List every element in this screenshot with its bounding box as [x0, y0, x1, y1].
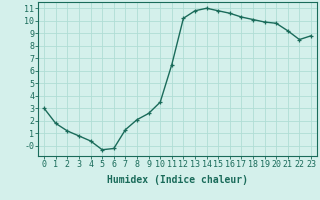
X-axis label: Humidex (Indice chaleur): Humidex (Indice chaleur) — [107, 175, 248, 185]
